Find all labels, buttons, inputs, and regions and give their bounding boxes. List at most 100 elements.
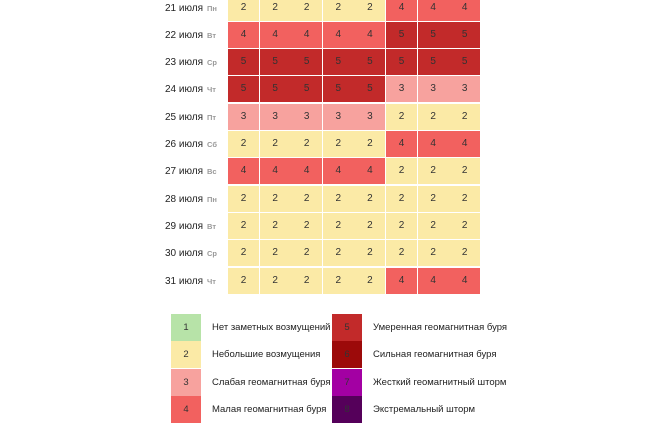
kp-cell: 5 <box>228 49 260 77</box>
kp-cell: 2 <box>322 131 355 158</box>
legend-item-6: 6 Сильная геомагнитная буря <box>332 341 522 368</box>
kp-cell: 2 <box>291 185 324 213</box>
legend-label-5: Умеренная геомагнитная буря <box>373 322 508 333</box>
kp-cell: 4 <box>449 0 482 22</box>
kp-cell: 2 <box>291 267 324 295</box>
legend-label-8: Экстремальный шторм <box>373 404 476 415</box>
kp-cell: 2 <box>354 185 387 213</box>
kp-cell: 2 <box>291 0 324 22</box>
kp-cell: 2 <box>259 240 292 268</box>
legend-item-8: 8 Экстремальный шторм <box>332 396 522 423</box>
kp-cell: 5 <box>259 49 292 77</box>
legend-item-1: 1 Нет заметных возмущений <box>171 314 331 341</box>
legend-swatch-6: 6 <box>332 341 362 368</box>
kp-cell: 2 <box>386 103 418 131</box>
kp-cell: 3 <box>354 103 387 131</box>
row-date: 31 июля <box>164 275 203 287</box>
kp-cell: 2 <box>354 267 387 295</box>
kp-cell: 2 <box>228 0 260 22</box>
row-weekday: Сб <box>207 140 217 149</box>
kp-cell: 5 <box>228 76 260 104</box>
kp-cell: 2 <box>417 212 450 240</box>
table-row: 29 июля Вт 2 2 2 2 2 2 2 2 <box>0 212 655 240</box>
kp-cell: 2 <box>259 267 292 295</box>
legend-item-4: 4 Малая геомагнитная буря <box>171 396 331 423</box>
row-date: 29 июля <box>164 220 203 232</box>
kp-cell: 4 <box>322 21 355 49</box>
kp-cell: 2 <box>354 240 387 268</box>
kp-cell: 2 <box>322 185 355 213</box>
legend-swatch-4: 4 <box>171 396 201 423</box>
table-row: 30 июля Ср 2 2 2 2 2 2 2 2 <box>0 240 655 268</box>
kp-cell: 2 <box>449 212 482 240</box>
kp-cell: 4 <box>354 21 387 49</box>
row-weekday: Чт <box>207 85 216 95</box>
kp-cell: 2 <box>259 131 292 158</box>
legend-swatch-5: 5 <box>332 314 362 341</box>
kp-cell: 4 <box>291 158 324 186</box>
kp-cell: 5 <box>322 76 355 104</box>
row-date: 25 июля <box>164 111 203 123</box>
legend-label-6: Сильная геомагнитная буря <box>373 349 497 360</box>
kp-cell: 4 <box>417 267 450 295</box>
table-row: 28 июля Пн 2 2 2 2 2 2 2 2 <box>0 185 655 213</box>
kp-cell: 4 <box>354 158 387 186</box>
kp-cell: 4 <box>417 0 450 22</box>
legend-swatch-2: 2 <box>171 341 201 368</box>
table-row: 25 июля Пт 3 3 3 3 3 2 2 2 <box>0 103 655 131</box>
legend-label-4: Малая геомагнитная буря <box>212 404 327 415</box>
kp-cell: 4 <box>449 131 482 158</box>
kp-cell: 3 <box>322 103 355 131</box>
table-row: 24 июля Чт 5 5 5 5 5 3 3 3 <box>0 76 655 104</box>
kp-cell: 3 <box>386 76 418 104</box>
kp-cell: 3 <box>291 103 324 131</box>
legend-label-7: Жесткий геомагнитный шторм <box>373 377 507 388</box>
legend-item-7: 7 Жесткий геомагнитный шторм <box>332 369 522 396</box>
kp-cell: 2 <box>449 158 482 186</box>
kp-cell: 2 <box>228 240 260 268</box>
row-date: 30 июля <box>164 248 203 260</box>
kp-cell: 4 <box>291 21 324 49</box>
kp-cell: 2 <box>322 267 355 295</box>
kp-cell: 5 <box>386 21 418 49</box>
row-date: 23 июля <box>164 57 203 69</box>
kp-cell: 4 <box>449 267 482 295</box>
kp-cell: 5 <box>417 49 450 77</box>
kp-cell: 5 <box>354 49 387 77</box>
kp-cell: 2 <box>228 185 260 213</box>
kp-cell: 4 <box>386 131 418 158</box>
kp-cell: 2 <box>449 103 482 131</box>
row-date: 27 июля <box>164 166 203 178</box>
kp-cell: 2 <box>259 0 292 22</box>
kp-cell: 5 <box>291 49 324 77</box>
kp-cell: 5 <box>449 49 482 77</box>
kp-cell: 2 <box>228 267 260 295</box>
legend-label-3: Слабая геомагнитная буря <box>212 377 331 388</box>
kp-cell: 2 <box>354 0 387 22</box>
kp-cell: 2 <box>386 185 418 213</box>
table-row: 26 июля Сб 2 2 2 2 2 4 4 4 <box>0 131 655 158</box>
kp-cell: 2 <box>417 240 450 268</box>
row-weekday: Пт <box>207 112 217 122</box>
kp-cell: 5 <box>386 49 418 77</box>
kp-cell: 4 <box>259 158 292 186</box>
forecast-grid: 21 июля Пн 2 2 2 2 2 4 4 4 22 июля Вт 4 4 4 4 4 5 5 5 23 июл… <box>0 0 655 295</box>
legend-swatch-7: 7 <box>332 369 362 396</box>
kp-cell: 2 <box>386 158 418 186</box>
kp-cell: 5 <box>322 49 355 77</box>
row-date: 24 июля <box>164 84 203 96</box>
kp-cell: 2 <box>417 185 450 213</box>
row-date: 28 июля <box>164 193 203 205</box>
kp-cell: 2 <box>322 212 355 240</box>
kp-cell: 2 <box>322 0 355 22</box>
row-weekday: Пн <box>207 3 217 13</box>
kp-cell: 4 <box>386 0 418 22</box>
kp-cell: 3 <box>417 76 450 104</box>
kp-cell: 3 <box>228 103 260 131</box>
kp-cell: 2 <box>417 158 450 186</box>
kp-cell: 2 <box>417 103 450 131</box>
kp-cell: 5 <box>354 76 387 104</box>
kp-cell: 2 <box>228 212 260 240</box>
kp-cell: 2 <box>228 131 260 158</box>
kp-cell: 2 <box>259 185 292 213</box>
